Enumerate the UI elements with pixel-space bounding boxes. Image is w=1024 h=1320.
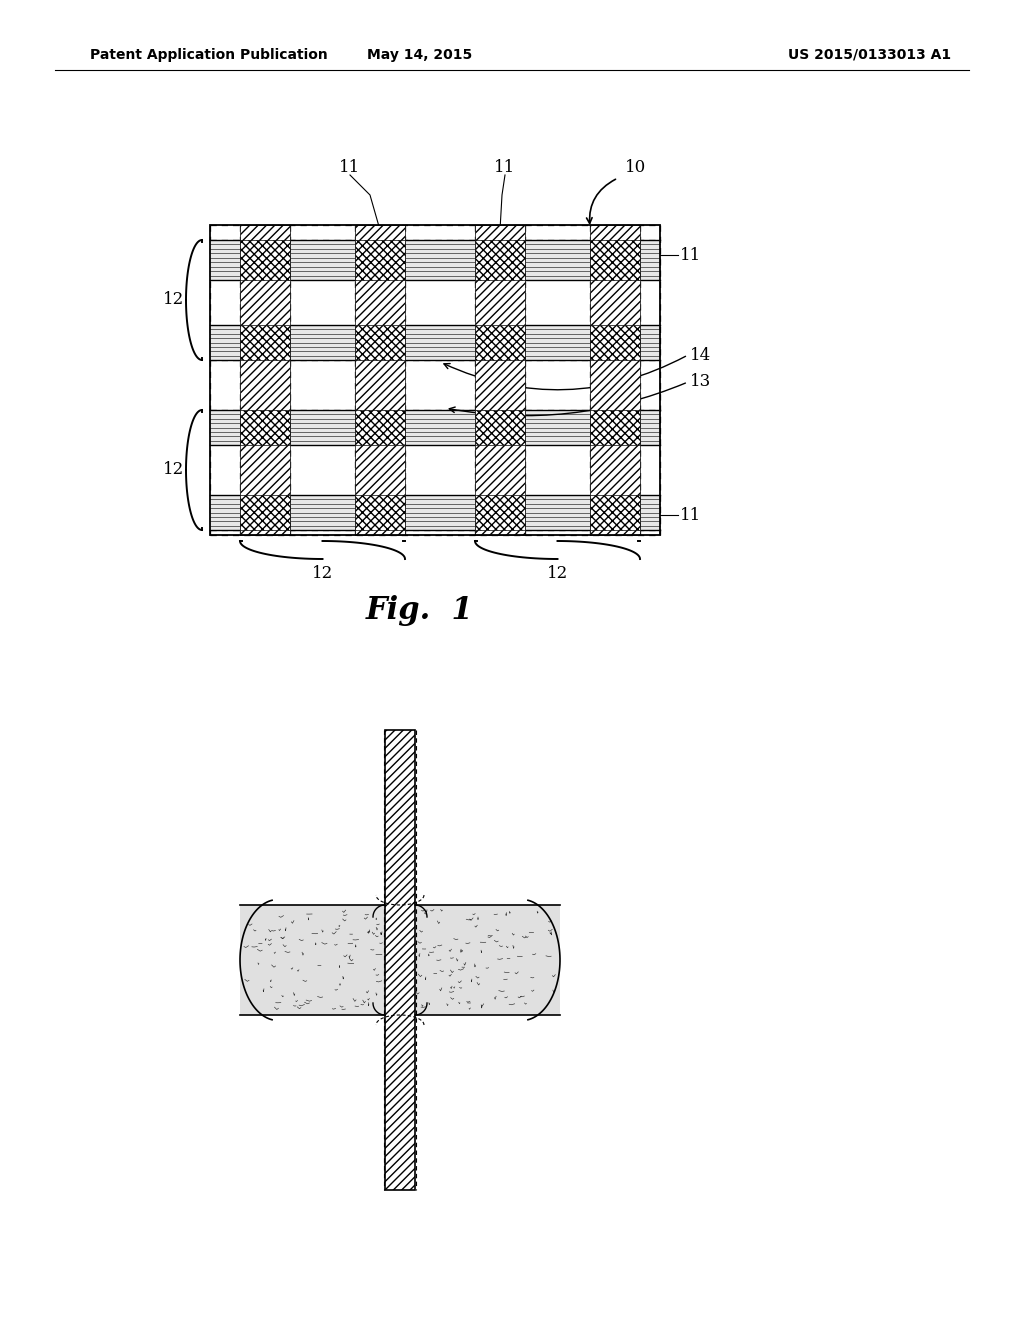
Text: 12: 12 <box>547 565 568 582</box>
Bar <box>240 240 290 280</box>
Text: 12: 12 <box>164 462 184 479</box>
Bar <box>385 730 415 1191</box>
Text: 10: 10 <box>625 160 646 177</box>
Bar <box>210 224 660 535</box>
Text: 11: 11 <box>680 247 701 264</box>
Bar <box>240 411 290 445</box>
Bar <box>475 411 525 445</box>
Text: 11: 11 <box>680 507 701 524</box>
Text: 11: 11 <box>339 160 360 177</box>
Bar <box>355 495 406 531</box>
Text: 12: 12 <box>312 565 333 582</box>
Bar <box>475 325 525 360</box>
Text: Fig.  1: Fig. 1 <box>367 594 474 626</box>
Bar <box>240 495 290 531</box>
Text: 13: 13 <box>467 1072 488 1089</box>
Bar <box>590 411 640 445</box>
Bar <box>240 224 290 535</box>
Text: 16: 16 <box>510 854 531 871</box>
Bar <box>210 325 660 360</box>
Text: 15: 15 <box>467 767 488 784</box>
Bar <box>240 906 560 1015</box>
Text: May 14, 2015: May 14, 2015 <box>368 48 473 62</box>
Text: 13: 13 <box>690 374 712 391</box>
Bar <box>355 411 406 445</box>
Text: US 2015/0133013 A1: US 2015/0133013 A1 <box>788 48 951 62</box>
Bar <box>590 240 640 280</box>
Bar <box>590 224 640 535</box>
Bar <box>355 325 406 360</box>
Text: Fig.  2: Fig. 2 <box>336 1155 443 1185</box>
Bar <box>210 240 660 280</box>
Bar <box>210 495 660 531</box>
Bar <box>355 240 406 280</box>
Bar <box>180 710 620 1210</box>
Bar <box>210 411 660 445</box>
Bar <box>590 325 640 360</box>
Text: Patent Application Publication: Patent Application Publication <box>90 48 328 62</box>
Text: 14: 14 <box>690 346 712 363</box>
Bar <box>355 224 406 535</box>
Bar <box>590 495 640 531</box>
Text: 12: 12 <box>214 1072 234 1089</box>
Text: 11: 11 <box>495 160 516 177</box>
Text: 12: 12 <box>164 292 184 309</box>
Bar <box>475 240 525 280</box>
Bar <box>475 495 525 531</box>
Bar <box>475 224 525 535</box>
Text: 12: 12 <box>225 845 247 862</box>
Bar <box>240 325 290 360</box>
Bar <box>210 224 660 535</box>
